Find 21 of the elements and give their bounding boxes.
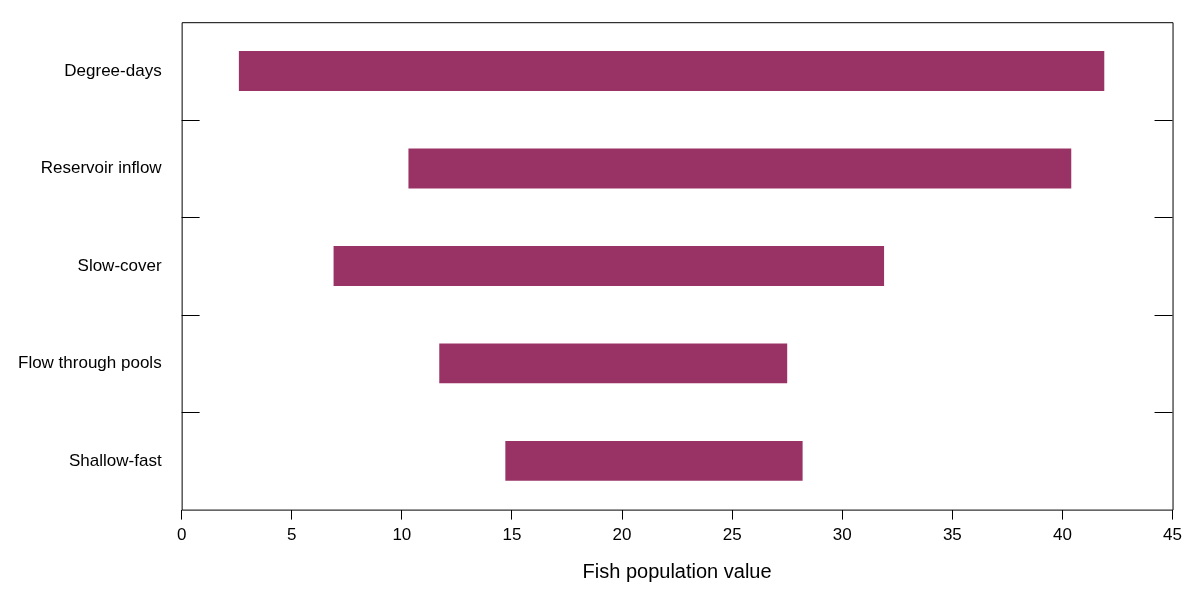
x-tick-label: 10 — [392, 525, 412, 545]
bar — [505, 440, 803, 481]
x-tick-label: 20 — [612, 525, 632, 545]
x-tick-label: 45 — [1163, 525, 1183, 545]
x-tick-label: 35 — [942, 525, 962, 545]
x-tick-label: 40 — [1052, 525, 1072, 545]
y-tick-label: Degree-days — [64, 60, 162, 80]
x-tick-label: 5 — [287, 525, 297, 545]
x-tick-label: 0 — [176, 525, 187, 545]
y-tick-label: Flow through pools — [18, 353, 162, 373]
y-tick-label: Slow-cover — [77, 255, 162, 275]
bar — [333, 245, 885, 286]
x-tick-label: 15 — [502, 525, 522, 545]
bar — [238, 50, 1105, 91]
y-tick-label: Shallow-fast — [69, 450, 162, 470]
y-tick-label: Reservoir inflow — [40, 158, 163, 178]
x-tick-label: 30 — [832, 525, 852, 545]
x-tick-label: 25 — [722, 525, 742, 545]
x-axis-title: Fish population value — [582, 559, 772, 582]
bar — [408, 148, 1072, 189]
bar — [439, 343, 788, 384]
